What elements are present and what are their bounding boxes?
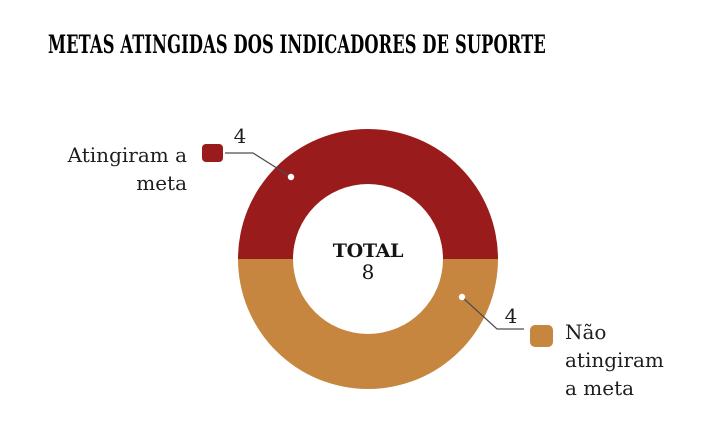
donut-segment-atingiram [238, 129, 498, 259]
callout-dot-left [287, 173, 295, 181]
legend-label-atingiram: Atingiram a meta [67, 143, 187, 195]
legend-swatch-nao-atingiram [530, 325, 553, 347]
donut-segment-nao-atingiram [238, 259, 498, 389]
legend-swatch-atingiram [202, 144, 223, 162]
callout-dot-right [458, 293, 466, 301]
callout-line-right [461, 296, 524, 330]
callout-line-left [225, 152, 292, 178]
value-label-atingiram: 4 [233, 124, 247, 148]
chart-title: METAS ATINGIDAS DOS INDICADORES DE SUPOR… [48, 30, 546, 59]
donut-center-block: TOTAL 8 [308, 241, 428, 283]
center-total-value: 8 [361, 260, 375, 284]
center-total-label: TOTAL [332, 240, 404, 262]
legend-label-nao-atingiram: Não atingiram a meta [565, 320, 664, 400]
value-label-nao-atingiram: 4 [504, 304, 518, 328]
